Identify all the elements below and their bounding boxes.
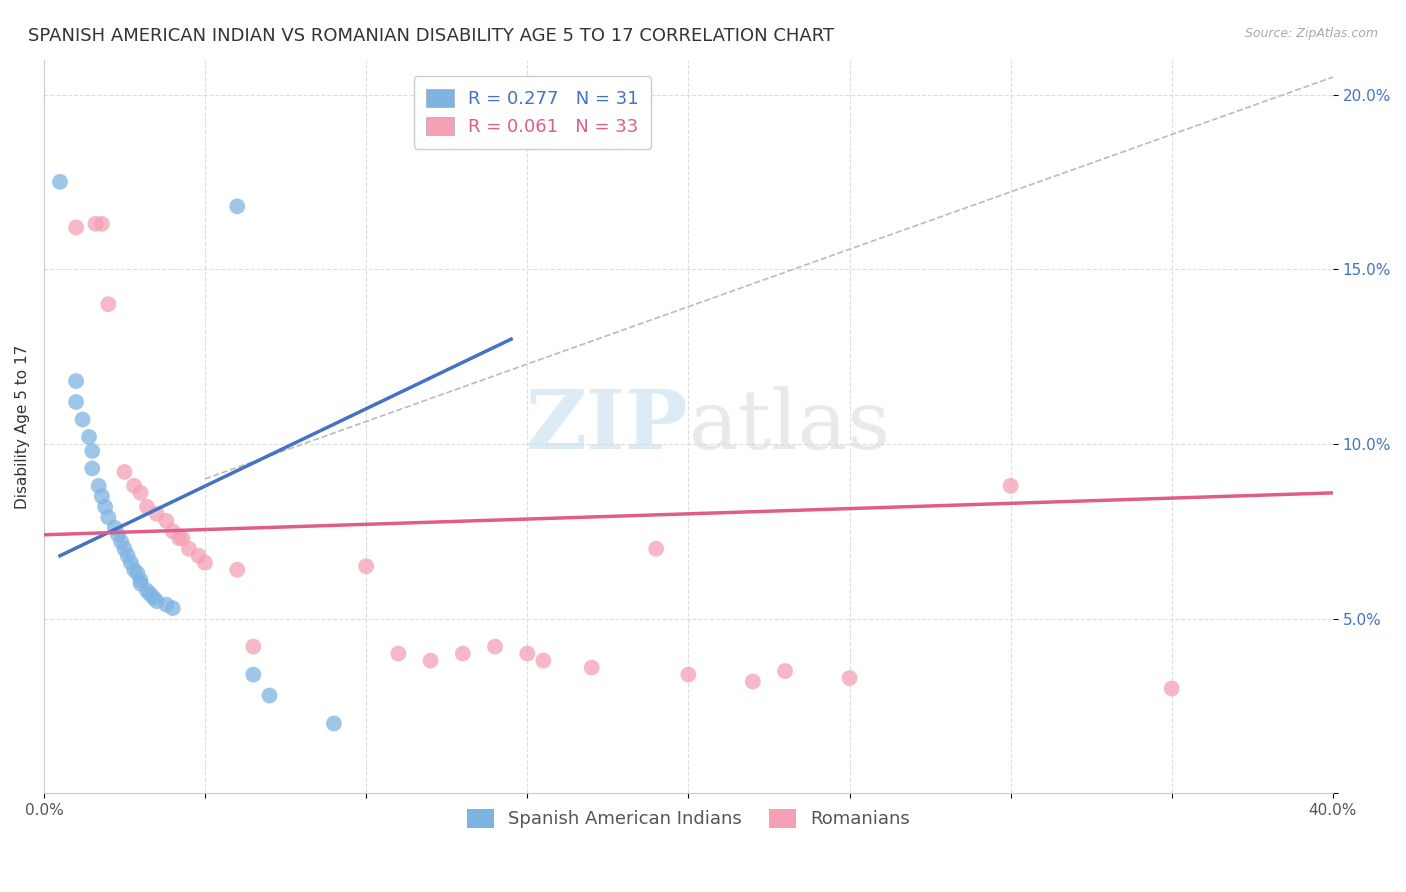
Point <box>114 541 136 556</box>
Point <box>136 500 159 514</box>
Text: SPANISH AMERICAN INDIAN VS ROMANIAN DISABILITY AGE 5 TO 17 CORRELATION CHART: SPANISH AMERICAN INDIAN VS ROMANIAN DISA… <box>28 27 834 45</box>
Point <box>82 444 104 458</box>
Point <box>87 479 110 493</box>
Point <box>65 395 87 409</box>
Point <box>531 654 554 668</box>
Point <box>226 563 249 577</box>
Point <box>1000 479 1022 493</box>
Point <box>65 374 87 388</box>
Point <box>129 573 152 587</box>
Point <box>94 500 117 514</box>
Point <box>322 716 344 731</box>
Point <box>65 220 87 235</box>
Point <box>177 541 200 556</box>
Point <box>145 507 167 521</box>
Point <box>72 412 94 426</box>
Point <box>142 591 165 605</box>
Point <box>259 689 281 703</box>
Point <box>155 514 177 528</box>
Point <box>110 534 132 549</box>
Point <box>194 556 217 570</box>
Legend: Spanish American Indians, Romanians: Spanish American Indians, Romanians <box>460 802 918 836</box>
Point <box>120 556 142 570</box>
Point <box>581 660 603 674</box>
Point <box>82 461 104 475</box>
Point <box>167 531 190 545</box>
Point <box>97 510 120 524</box>
Text: atlas: atlas <box>689 386 890 467</box>
Point <box>678 667 700 681</box>
Point <box>117 549 139 563</box>
Point <box>104 521 127 535</box>
Point <box>226 199 249 213</box>
Point <box>90 489 112 503</box>
Point <box>1160 681 1182 696</box>
Point <box>451 647 474 661</box>
Point <box>127 566 149 581</box>
Point <box>773 664 796 678</box>
Y-axis label: Disability Age 5 to 17: Disability Age 5 to 17 <box>15 344 30 508</box>
Point <box>242 640 264 654</box>
Point <box>516 647 538 661</box>
Point <box>84 217 107 231</box>
Point <box>90 217 112 231</box>
Point <box>129 576 152 591</box>
Point <box>162 601 184 615</box>
Point <box>107 528 129 542</box>
Point <box>145 594 167 608</box>
Point <box>122 479 145 493</box>
Point <box>122 563 145 577</box>
Point <box>77 430 100 444</box>
Point <box>49 175 72 189</box>
Point <box>129 486 152 500</box>
Point <box>155 598 177 612</box>
Point <box>484 640 506 654</box>
Text: ZIP: ZIP <box>526 386 689 467</box>
Point <box>172 531 194 545</box>
Point <box>136 583 159 598</box>
Point <box>419 654 441 668</box>
Point <box>645 541 668 556</box>
Point <box>387 647 409 661</box>
Text: Source: ZipAtlas.com: Source: ZipAtlas.com <box>1244 27 1378 40</box>
Point <box>97 297 120 311</box>
Point <box>162 524 184 539</box>
Point <box>838 671 860 685</box>
Point <box>741 674 763 689</box>
Point <box>114 465 136 479</box>
Point <box>139 587 162 601</box>
Point <box>354 559 377 574</box>
Point <box>242 667 264 681</box>
Point <box>187 549 209 563</box>
